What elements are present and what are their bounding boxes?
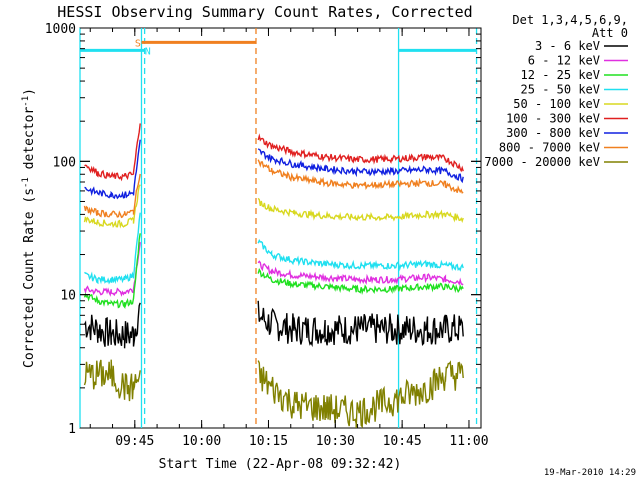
- legend-label: 50 - 100 keV: [513, 97, 600, 111]
- y-axis-label: Corrected Count Rate (s-1 detector-1): [21, 88, 37, 368]
- series-line: [257, 360, 464, 429]
- legend-label: 300 - 800 keV: [506, 126, 600, 140]
- series-lines: [83, 123, 464, 429]
- flag-label: S: [135, 38, 141, 49]
- legend-label: 6 - 12 keV: [528, 54, 600, 68]
- legend-label: 25 - 50 keV: [521, 83, 600, 97]
- series-line: [83, 184, 141, 229]
- y-tick-label: 1: [68, 422, 76, 437]
- legend-label: 12 - 25 keV: [521, 68, 600, 82]
- flag-bars: SN: [80, 38, 477, 57]
- legend-label: 3 - 6 keV: [535, 39, 600, 53]
- legend-label: 800 - 7000 keV: [499, 141, 600, 155]
- y-tick-label: 1000: [45, 22, 76, 37]
- series-line: [83, 242, 141, 297]
- y-axis-label-sup-1: -1: [21, 177, 31, 188]
- series-line: [84, 123, 141, 182]
- series-line: [257, 239, 464, 272]
- y-axis-ticks: 1 10 100 1000: [45, 22, 481, 437]
- series-line: [257, 133, 464, 173]
- y-axis-label-part-2: detector: [22, 107, 37, 178]
- x-tick-label: 10:00: [182, 434, 221, 449]
- x-tick-label: 11:00: [449, 434, 488, 449]
- series-line: [257, 260, 464, 286]
- flag-label: N: [145, 46, 151, 57]
- x-tick-label: 10:15: [249, 434, 288, 449]
- series-line: [257, 159, 464, 194]
- series-line: [257, 197, 464, 224]
- legend-label: 7000 - 20000 keV: [484, 155, 600, 169]
- legend-label: 100 - 300 keV: [506, 112, 600, 126]
- series-line: [83, 233, 141, 310]
- x-tick-label: 10:45: [383, 434, 422, 449]
- footer-timestamp: 19-Mar-2010 14:29: [544, 468, 636, 478]
- legend-header-2: Att 0: [592, 26, 628, 40]
- y-axis-label-part-3: ): [22, 88, 37, 96]
- series-line: [84, 212, 141, 285]
- series-line: [83, 359, 141, 402]
- series-line: [83, 173, 141, 219]
- series-line: [257, 148, 464, 184]
- series-line: [257, 300, 464, 348]
- x-tick-label: 09:45: [115, 434, 154, 449]
- chart-title: HESSI Observing Summary Count Rates, Cor…: [57, 3, 472, 21]
- y-axis-label-sup-2: -1: [21, 96, 31, 107]
- vertical-markers: [79, 28, 478, 428]
- series-line: [84, 139, 141, 200]
- x-tick-label: 10:30: [316, 434, 355, 449]
- y-tick-label: 10: [60, 289, 76, 304]
- series-line: [257, 267, 464, 296]
- plot-frame: [79, 27, 482, 429]
- x-axis-ticks: 09:45 10:00 10:15 10:30 10:45 11:00: [89, 28, 489, 449]
- y-axis-label-part-1: Corrected Count Rate (s: [22, 188, 37, 368]
- series-line: [83, 302, 141, 349]
- y-tick-label: 100: [53, 155, 76, 170]
- legend-header-1: Det 1,3,4,5,6,9,: [512, 13, 628, 27]
- x-axis-label: Start Time (22-Apr-08 09:32:42): [159, 457, 402, 472]
